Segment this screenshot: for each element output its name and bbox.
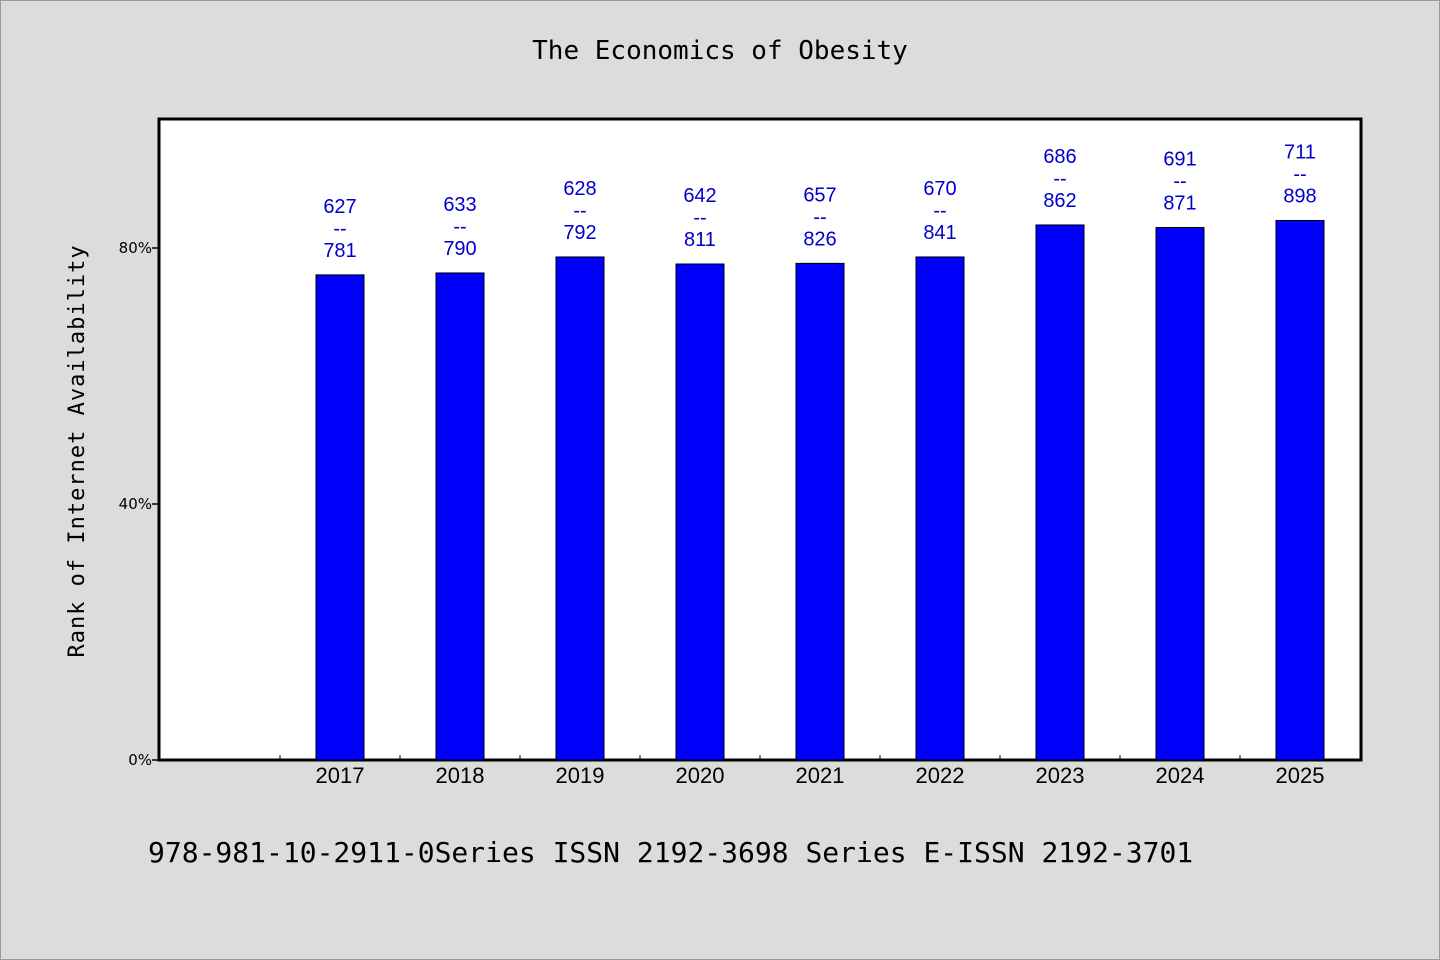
data-label: -- (693, 207, 706, 229)
data-label: -- (453, 216, 466, 238)
bar-2023 (1035, 224, 1085, 761)
data-label: 627 (323, 196, 356, 218)
data-label: 898 (1283, 185, 1316, 207)
data-label: -- (573, 200, 586, 222)
chart-title: The Economics of Obesity (532, 36, 908, 66)
data-label: -- (1293, 163, 1306, 185)
bar-2024 (1155, 227, 1205, 761)
data-label: 657 (803, 184, 836, 206)
data-label: 628 (563, 178, 596, 200)
data-label: 871 (1163, 193, 1196, 215)
bars (315, 219, 1325, 761)
data-label: 781 (323, 240, 356, 262)
data-label: 826 (803, 228, 836, 250)
bar-2018 (435, 272, 485, 761)
y-axis-label: Rank of Internet Availability (65, 244, 90, 657)
data-label: -- (333, 218, 346, 240)
isbn-footer: 978-981-10-2911-0Series ISSN 2192-3698 S… (148, 836, 1194, 869)
x-tick-label: 2018 (436, 763, 485, 788)
data-label: -- (1053, 168, 1066, 190)
x-tick-label: 2021 (796, 763, 845, 788)
data-label: 811 (684, 229, 716, 251)
y-tick-label: 40% (119, 495, 152, 513)
data-label: 841 (923, 222, 956, 244)
x-tick-label: 2024 (1156, 763, 1205, 788)
x-tick-label: 2023 (1036, 763, 1085, 788)
bar-2020 (675, 263, 725, 761)
x-tick-label: 2017 (316, 763, 365, 788)
data-label: -- (1173, 171, 1186, 193)
y-tick-label: 80% (119, 239, 152, 257)
x-tick-label: 2022 (916, 763, 965, 788)
data-label: 862 (1043, 190, 1076, 212)
bar-2021 (795, 262, 845, 761)
data-label: 633 (443, 194, 476, 216)
bar-2025 (1275, 219, 1325, 761)
data-labels: 627--781633--790628--792642--811657--826… (323, 141, 1316, 261)
data-label: 792 (563, 222, 596, 244)
data-label: 686 (1043, 146, 1076, 168)
data-label: -- (813, 206, 826, 228)
bar-2019 (555, 256, 605, 761)
y-tick-label: 0% (128, 751, 152, 769)
x-tick-label: 2019 (556, 763, 605, 788)
data-label: 691 (1163, 149, 1196, 171)
data-label: 670 (923, 178, 956, 200)
data-label: -- (933, 200, 946, 222)
data-label: 790 (443, 238, 476, 260)
bar-2022 (915, 256, 965, 761)
x-tick-label: 2025 (1276, 763, 1325, 788)
bar-2017 (315, 274, 365, 761)
x-tick-label: 2020 (676, 763, 725, 788)
data-label: 711 (1284, 141, 1316, 163)
axis-ticks: 0% 40% 80% 2017 2018 2019 2020 2021 2022 2023 2024… (119, 239, 1325, 788)
data-label: 642 (683, 185, 716, 207)
